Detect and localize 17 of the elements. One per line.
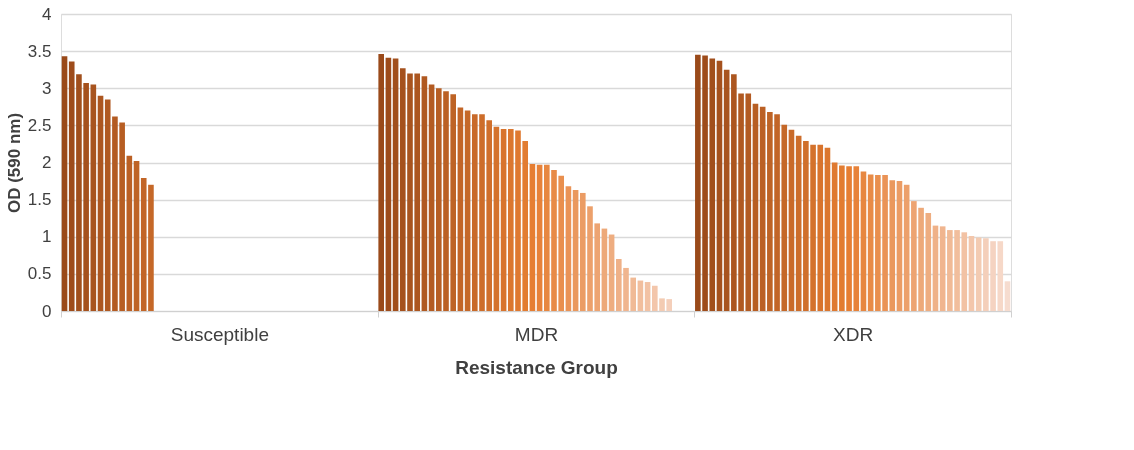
y-tick-label: 0	[42, 301, 52, 321]
bar	[1004, 281, 1011, 311]
x-tick-label: XDR	[833, 323, 874, 345]
y-axis-title: OD (590 nm)	[4, 112, 24, 214]
y-tick-label: 4	[42, 4, 52, 24]
y-tick-label: 1.5	[27, 190, 52, 210]
x-tick-label: MDR	[514, 323, 559, 345]
y-tick-label: 3	[42, 78, 52, 98]
x-axis-title: Resistance Group	[455, 356, 618, 378]
y-tick-label: 3.5	[27, 41, 52, 61]
x-tick-label: Susceptible	[170, 323, 269, 345]
y-tick-label: 2	[42, 153, 52, 172]
bar	[975, 237, 982, 311]
y-tick-label: 2.5	[27, 115, 52, 135]
y-tick-label: 0.5	[27, 264, 52, 284]
bar	[378, 54, 384, 311]
y-tick-label: 1	[42, 227, 52, 247]
